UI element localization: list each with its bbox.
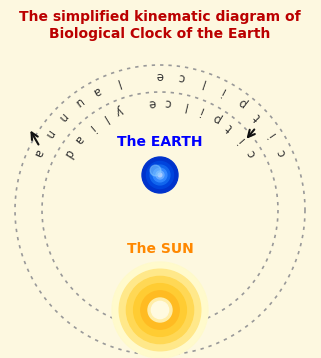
- Text: p: p: [235, 95, 248, 110]
- Circle shape: [134, 284, 187, 337]
- Text: n: n: [41, 127, 56, 141]
- Text: n: n: [55, 110, 69, 124]
- Circle shape: [150, 165, 161, 176]
- Text: e: e: [156, 68, 164, 82]
- Text: y: y: [113, 103, 125, 117]
- Circle shape: [154, 304, 166, 316]
- Text: l: l: [113, 75, 121, 89]
- Text: c: c: [165, 96, 172, 109]
- Circle shape: [146, 161, 173, 189]
- Circle shape: [112, 262, 208, 358]
- Circle shape: [156, 171, 164, 179]
- Text: i: i: [219, 84, 228, 97]
- Circle shape: [158, 173, 162, 177]
- Text: The SUN: The SUN: [126, 242, 193, 256]
- Text: l: l: [182, 98, 188, 112]
- Text: The simplified kinematic diagram of
Biological Clock of the Earth: The simplified kinematic diagram of Biol…: [19, 10, 301, 41]
- Circle shape: [119, 269, 201, 351]
- Text: i: i: [197, 103, 205, 117]
- Text: c: c: [275, 147, 290, 159]
- Circle shape: [152, 301, 169, 319]
- Text: The EARTH: The EARTH: [117, 135, 203, 149]
- Text: l: l: [99, 111, 109, 124]
- Text: a: a: [91, 83, 103, 98]
- Text: l: l: [199, 75, 207, 89]
- Text: d: d: [61, 146, 76, 159]
- Text: a: a: [30, 147, 45, 159]
- Text: t: t: [224, 121, 236, 134]
- Text: p: p: [209, 110, 222, 125]
- Circle shape: [148, 298, 172, 322]
- Circle shape: [150, 165, 170, 185]
- Circle shape: [141, 291, 179, 329]
- Circle shape: [126, 276, 194, 344]
- Circle shape: [153, 168, 167, 182]
- Text: i: i: [85, 121, 96, 134]
- Text: u: u: [72, 95, 85, 110]
- Text: c: c: [244, 147, 259, 159]
- Text: e: e: [147, 96, 156, 109]
- Text: i: i: [265, 129, 278, 139]
- Text: a: a: [71, 132, 86, 146]
- Text: i: i: [236, 134, 247, 145]
- Text: t: t: [251, 111, 264, 123]
- Text: c: c: [178, 70, 186, 84]
- Circle shape: [142, 157, 178, 193]
